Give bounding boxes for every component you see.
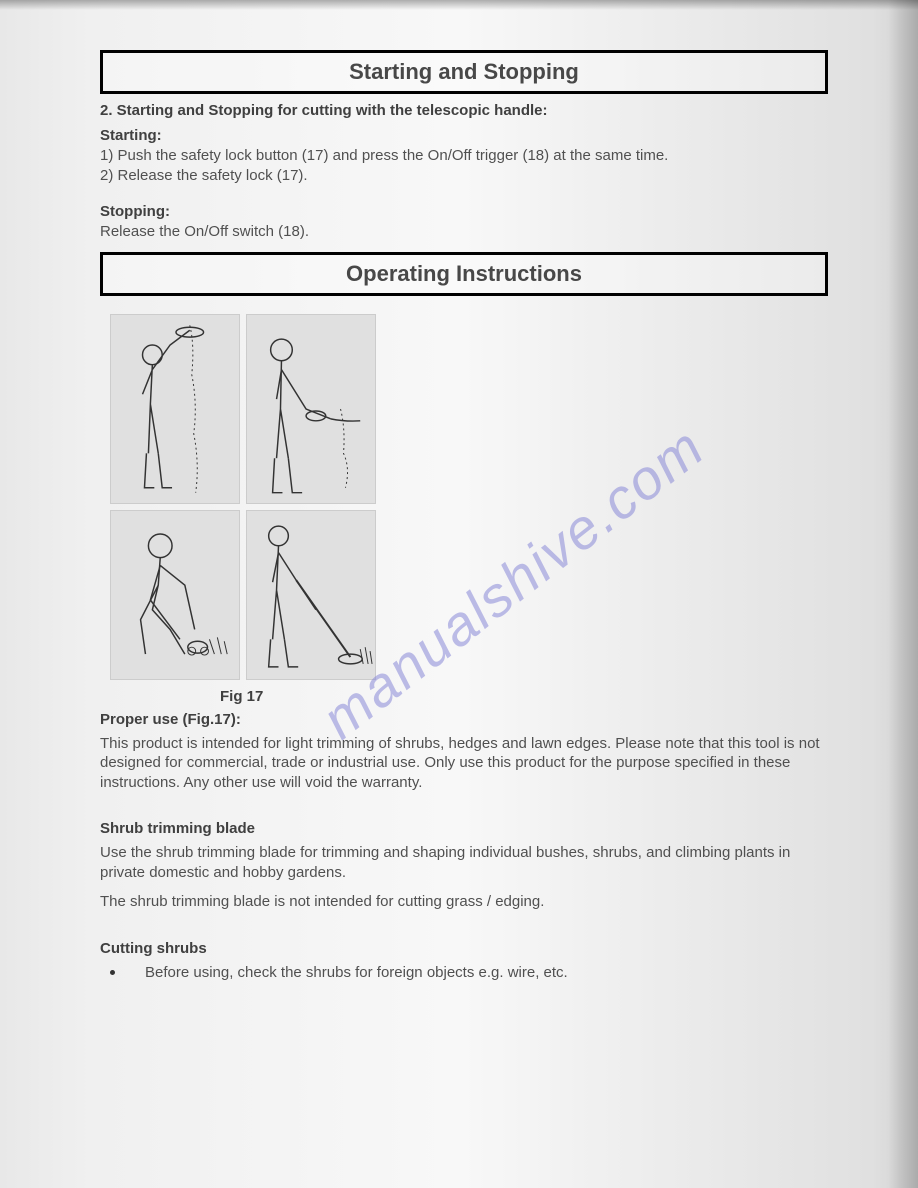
- heading-title-operating: Operating Instructions: [103, 261, 825, 287]
- shrub-blade-body-2: The shrub trimming blade is not intended…: [100, 892, 828, 912]
- bullet-item: Before using, check the shrubs for forei…: [100, 963, 828, 983]
- stopping-step-1: Release the On/Off switch (18).: [100, 222, 828, 242]
- figure-cell-1: [110, 314, 240, 504]
- starting-step-1: 1) Push the safety lock button (17) and …: [100, 146, 828, 166]
- figure-cell-2: [246, 314, 376, 504]
- illustration-standing-pole: [247, 511, 375, 679]
- heading-box-operating: Operating Instructions: [100, 252, 828, 296]
- figure-cell-4: [246, 510, 376, 680]
- bullet-text: Before using, check the shrubs for forei…: [145, 963, 568, 983]
- stopping-label: Stopping:: [100, 203, 828, 220]
- bullet-dot-icon: [110, 970, 115, 975]
- starting-step-2: 2) Release the safety lock (17).: [100, 166, 828, 186]
- subheading-telescopic: 2. Starting and Stopping for cutting wit…: [100, 102, 828, 119]
- page-binding-edge: [888, 0, 918, 1188]
- illustration-kneeling: [111, 511, 239, 679]
- starting-label: Starting:: [100, 127, 828, 144]
- figure-17-grid: [110, 314, 828, 680]
- figure-caption: Fig 17: [220, 688, 828, 705]
- top-shadow: [0, 0, 918, 10]
- proper-use-body: This product is intended for light trimm…: [100, 734, 828, 793]
- section-start-stop: 2. Starting and Stopping for cutting wit…: [100, 102, 828, 242]
- shrub-blade-heading: Shrub trimming blade: [100, 820, 828, 837]
- shrub-blade-body-1: Use the shrub trimming blade for trimmin…: [100, 843, 828, 882]
- illustration-standing-arm-up: [111, 315, 239, 503]
- heading-box-starting-stopping: Starting and Stopping: [100, 50, 828, 94]
- cutting-shrubs-heading: Cutting shrubs: [100, 940, 828, 957]
- figure-cell-3: [110, 510, 240, 680]
- heading-title: Starting and Stopping: [103, 59, 825, 85]
- proper-use-section: Proper use (Fig.17): This product is int…: [100, 711, 828, 793]
- proper-use-heading: Proper use (Fig.17):: [100, 711, 828, 728]
- shrub-blade-section: Shrub trimming blade Use the shrub trimm…: [100, 820, 828, 912]
- illustration-standing-forward-trim: [247, 315, 375, 503]
- cutting-shrubs-section: Cutting shrubs Before using, check the s…: [100, 940, 828, 983]
